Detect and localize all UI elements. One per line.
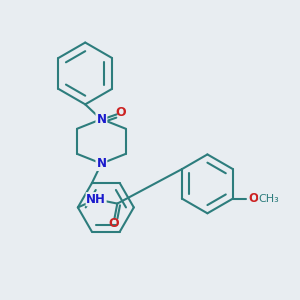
Text: N: N [96, 157, 106, 170]
Text: CH₃: CH₃ [259, 194, 279, 204]
Text: O: O [115, 106, 126, 119]
Text: NH: NH [86, 193, 106, 206]
Text: O: O [248, 192, 258, 205]
Text: N: N [96, 112, 106, 126]
Text: O: O [109, 217, 119, 230]
